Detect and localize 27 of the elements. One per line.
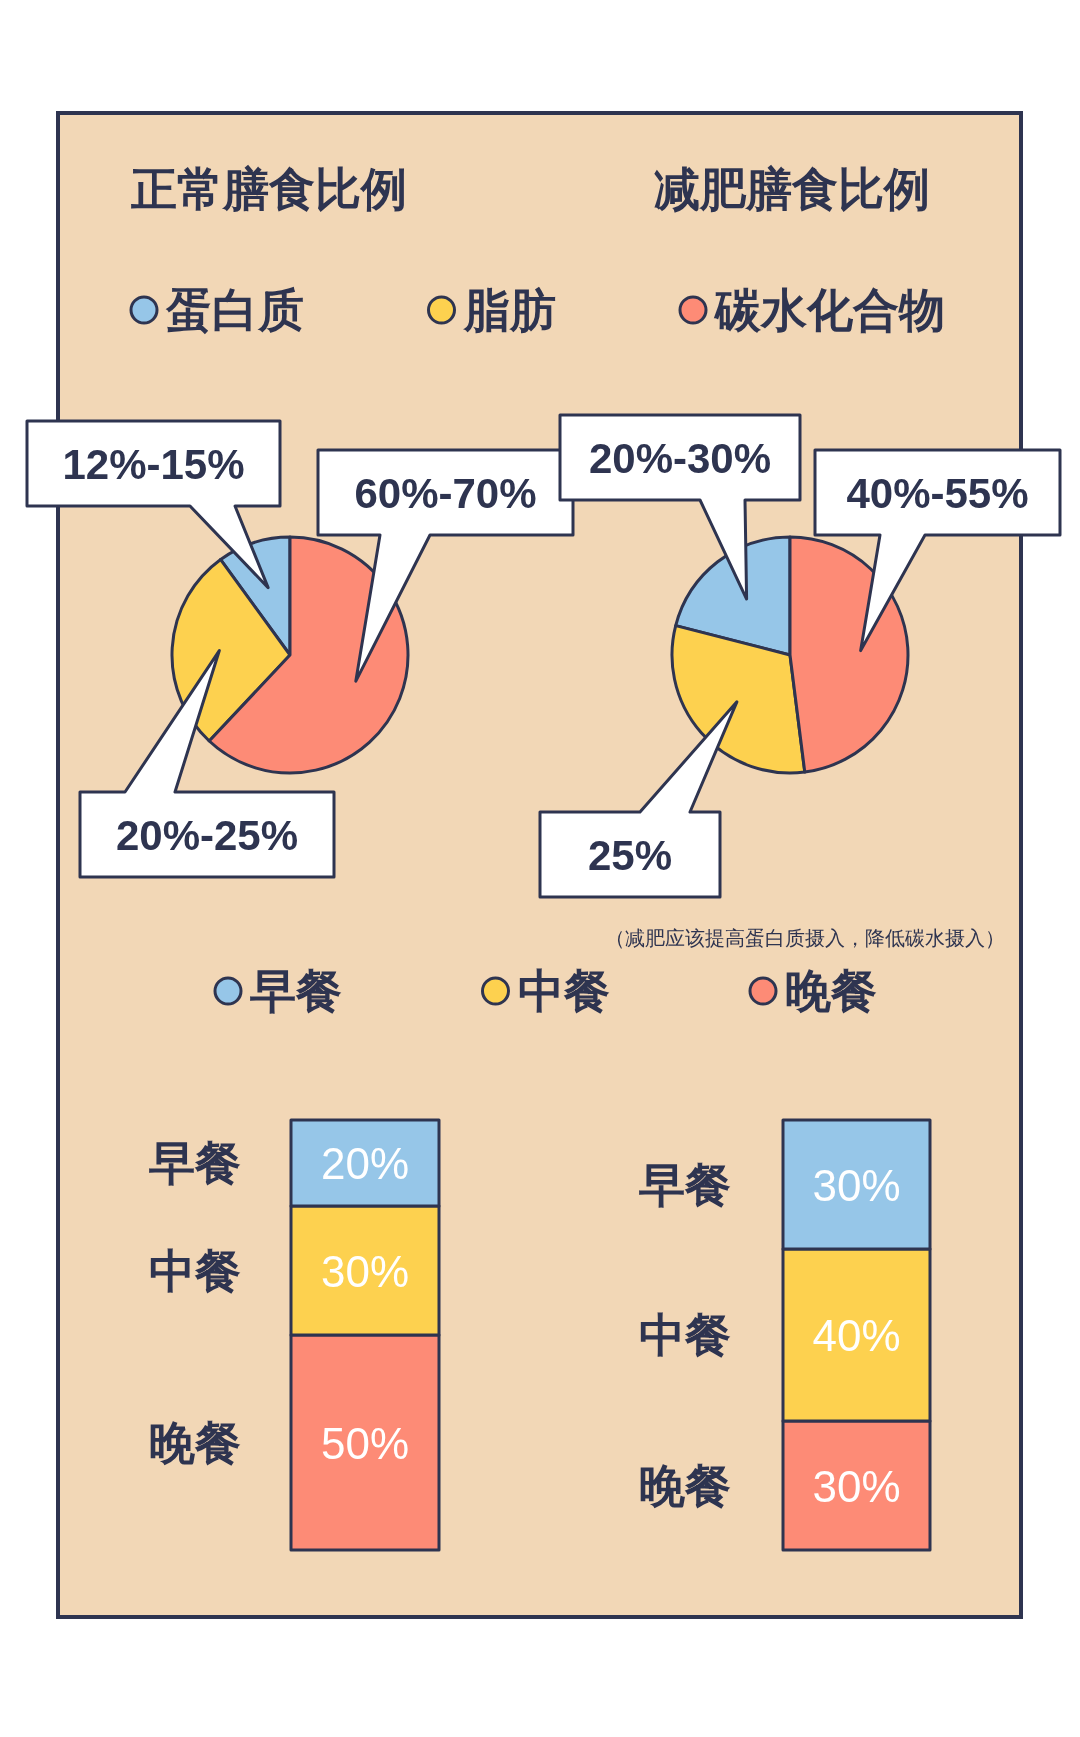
series-label: 晚餐 bbox=[639, 1459, 731, 1512]
data-label: 50% bbox=[320, 1418, 410, 1468]
chart-title: 正常膳食比例 bbox=[131, 163, 407, 215]
legend-label: 脂肪 bbox=[462, 284, 556, 336]
data-label: 40% bbox=[812, 1311, 901, 1360]
legend-label: 早餐 bbox=[249, 965, 342, 1017]
legend-label: 中餐 bbox=[517, 965, 610, 1017]
text: 12%-15% bbox=[62, 440, 245, 488]
series-label: 中餐 bbox=[639, 1309, 731, 1361]
series-label: 晚餐 bbox=[149, 1416, 241, 1469]
data-label: 20% bbox=[320, 1139, 410, 1188]
text: 20%-30% bbox=[588, 434, 772, 482]
data-label: 30% bbox=[812, 1160, 901, 1210]
legend-label: 碳水化合物 bbox=[713, 284, 945, 336]
text: 40%-55% bbox=[846, 469, 1029, 517]
data-label: 30% bbox=[320, 1246, 410, 1296]
legend-label: 蛋白质 bbox=[165, 284, 304, 336]
text: 60%-70% bbox=[354, 469, 537, 517]
text: （减肥应该提高蛋白质摄入，降低碳水摄入） bbox=[605, 927, 1005, 949]
data-label: 30% bbox=[812, 1461, 901, 1511]
chart-title: 减肥膳食比例 bbox=[654, 163, 930, 215]
series-label: 中餐 bbox=[149, 1244, 241, 1297]
series-label: 早餐 bbox=[639, 1158, 731, 1211]
legend-label: 晚餐 bbox=[785, 965, 877, 1017]
text: 25% bbox=[587, 831, 673, 879]
text: 20%-25% bbox=[115, 811, 299, 859]
series-label: 早餐 bbox=[149, 1137, 241, 1189]
